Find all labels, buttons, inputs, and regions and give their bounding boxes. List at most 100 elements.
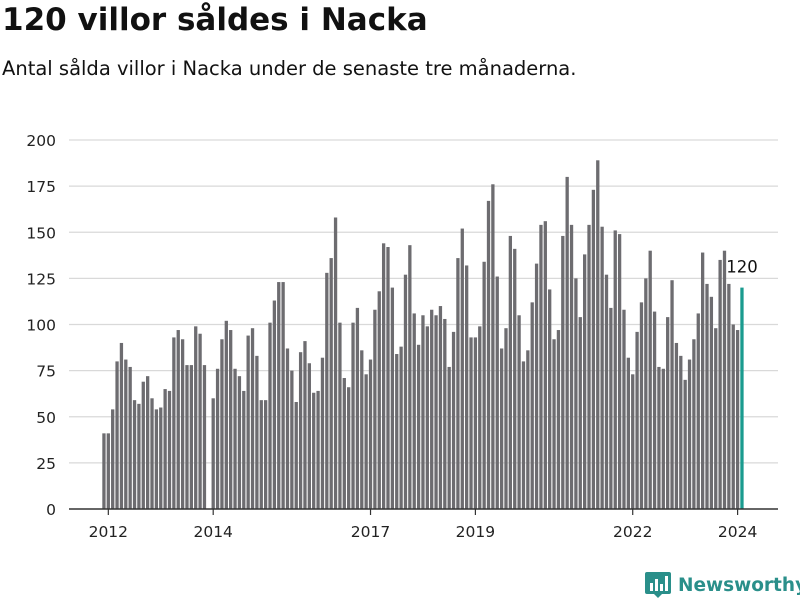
bar xyxy=(451,331,456,509)
bar xyxy=(250,328,255,509)
bar xyxy=(347,387,351,509)
y-tick-label: 50 xyxy=(36,409,56,427)
bar xyxy=(687,359,692,509)
bar xyxy=(364,374,368,509)
bar xyxy=(604,274,609,509)
bar xyxy=(548,289,552,509)
bar xyxy=(473,337,478,509)
bar xyxy=(255,355,259,509)
bar xyxy=(578,317,582,509)
bar xyxy=(683,379,687,509)
bar xyxy=(731,324,735,509)
bar xyxy=(670,280,674,509)
bar xyxy=(447,366,451,509)
bar xyxy=(486,200,491,509)
y-tick-label: 175 xyxy=(26,178,56,196)
x-tick-label: 2017 xyxy=(351,523,390,541)
bar xyxy=(469,337,473,509)
bar xyxy=(705,283,709,509)
bar xyxy=(325,272,329,509)
bar xyxy=(600,226,604,509)
bar xyxy=(377,291,381,509)
brand-name: Newsworthy xyxy=(678,574,800,596)
bar xyxy=(521,361,526,509)
bar xyxy=(229,330,233,509)
bar xyxy=(316,390,320,509)
bar xyxy=(246,335,250,509)
bar xyxy=(399,346,403,509)
bar xyxy=(111,409,115,509)
bar xyxy=(329,258,333,509)
bar xyxy=(495,276,499,509)
newsworthy-logo[interactable]: Newsworthy xyxy=(645,570,800,600)
bar xyxy=(652,311,657,509)
bar xyxy=(661,368,665,509)
bar xyxy=(438,306,443,509)
bar xyxy=(189,365,193,509)
bar xyxy=(430,309,434,509)
bar xyxy=(172,337,176,509)
y-tick-label: 0 xyxy=(46,501,56,519)
bar xyxy=(639,302,644,509)
x-tick-label: 2019 xyxy=(456,523,495,541)
newsworthy-chart-icon xyxy=(645,572,671,598)
bar xyxy=(312,392,316,509)
bar xyxy=(735,330,740,509)
bar xyxy=(679,355,683,509)
bar xyxy=(727,283,731,509)
bar xyxy=(115,361,119,509)
bar xyxy=(285,348,290,509)
bar xyxy=(534,263,539,509)
bar xyxy=(220,339,224,509)
bar-highlight xyxy=(740,287,744,509)
bar xyxy=(421,315,425,509)
bar xyxy=(513,248,517,510)
bar xyxy=(700,252,705,510)
bar xyxy=(425,326,429,509)
bar xyxy=(482,261,486,509)
bar xyxy=(259,400,263,509)
bar xyxy=(416,344,421,509)
bar xyxy=(552,339,556,509)
bar xyxy=(342,378,346,509)
bar xyxy=(390,287,395,509)
bar xyxy=(403,274,408,509)
bar xyxy=(194,326,198,509)
x-tick-label: 2024 xyxy=(718,523,757,541)
bar xyxy=(465,265,469,509)
bar xyxy=(355,307,360,509)
bar xyxy=(268,322,272,509)
bar xyxy=(674,342,679,509)
bar xyxy=(456,258,460,509)
bar xyxy=(180,339,185,509)
bar xyxy=(657,366,661,509)
bar xyxy=(574,278,578,509)
bar xyxy=(237,376,242,509)
bar xyxy=(154,409,159,509)
bar xyxy=(565,176,569,509)
bar xyxy=(460,228,464,509)
bar xyxy=(539,224,543,509)
bar xyxy=(587,224,591,509)
bar xyxy=(478,326,482,509)
bar xyxy=(718,259,722,509)
bar xyxy=(591,189,596,509)
bar xyxy=(626,357,630,509)
y-tick-label: 200 xyxy=(26,132,56,150)
x-axis: 2012 2014 2017 2019 2022 2024 xyxy=(69,508,778,541)
y-axis-ticks: 0 25 50 75 100 125 150 175 200 xyxy=(26,132,56,519)
bar xyxy=(648,250,652,509)
bar xyxy=(666,317,670,509)
bar xyxy=(163,389,167,509)
annotations: 120 xyxy=(726,258,758,277)
bar xyxy=(159,407,163,509)
x-tick-label: 2014 xyxy=(193,523,232,541)
x-tick-label: 2012 xyxy=(89,523,128,541)
bar xyxy=(714,328,718,509)
bar xyxy=(106,433,110,509)
bar xyxy=(185,365,189,509)
bar xyxy=(644,278,648,509)
bar xyxy=(360,350,364,509)
bar xyxy=(373,309,377,509)
